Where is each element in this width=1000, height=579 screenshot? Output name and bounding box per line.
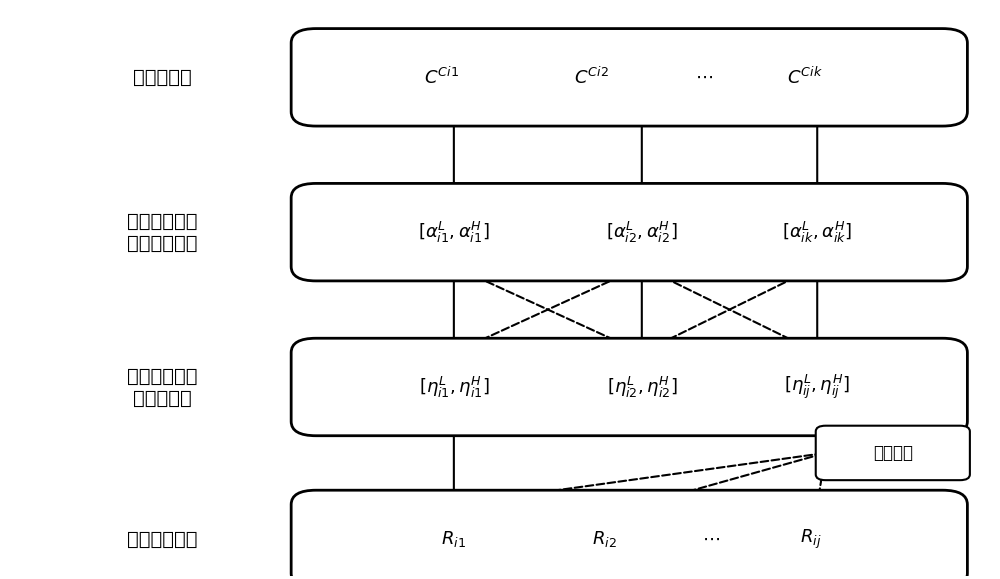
Text: $[\alpha_{i1}^{L},\alpha_{i1}^{H}]$: $[\alpha_{i1}^{L},\alpha_{i1}^{H}]$: [418, 219, 490, 245]
Text: $C^{Ci2}$: $C^{Ci2}$: [574, 67, 609, 88]
FancyBboxPatch shape: [291, 28, 967, 126]
Text: 学生试题掌握
程度区间数: 学生试题掌握 程度区间数: [127, 367, 197, 408]
Text: $[\alpha_{ik}^{L},\alpha_{ik}^{H}]$: $[\alpha_{ik}^{L},\alpha_{ik}^{H}]$: [782, 219, 852, 245]
Text: $[\alpha_{i2}^{L},\alpha_{i2}^{H}]$: $[\alpha_{i2}^{L},\alpha_{i2}^{H}]$: [606, 219, 678, 245]
Text: $R_{ij}$: $R_{ij}$: [800, 527, 822, 551]
Text: $[\eta_{i1}^{L},\eta_{i1}^{H}]$: $[\eta_{i1}^{L},\eta_{i1}^{H}]$: [419, 375, 489, 400]
Text: $\cdots$: $\cdots$: [695, 68, 713, 86]
Text: 试题预测得分: 试题预测得分: [127, 529, 197, 548]
Text: 学生知识点掌
握程度区间数: 学生知识点掌 握程度区间数: [127, 212, 197, 252]
FancyBboxPatch shape: [291, 184, 967, 281]
Text: $[\eta_{i2}^{L},\eta_{i2}^{H}]$: $[\eta_{i2}^{L},\eta_{i2}^{H}]$: [607, 375, 677, 400]
Text: $R_{i2}$: $R_{i2}$: [592, 529, 617, 549]
FancyBboxPatch shape: [816, 426, 970, 480]
Text: $[\eta_{ij}^{L},\eta_{ij}^{H}]$: $[\eta_{ij}^{L},\eta_{ij}^{H}]$: [784, 373, 850, 401]
Text: $C^{Ci1}$: $C^{Ci1}$: [424, 67, 459, 88]
Text: 模型参数: 模型参数: [873, 444, 913, 462]
FancyBboxPatch shape: [291, 338, 967, 436]
Text: 学生认知云: 学生认知云: [133, 68, 191, 87]
FancyBboxPatch shape: [291, 490, 967, 579]
Text: $\cdots$: $\cdots$: [702, 530, 720, 548]
Text: $C^{Cik}$: $C^{Cik}$: [787, 67, 823, 88]
Text: $R_{i1}$: $R_{i1}$: [441, 529, 466, 549]
